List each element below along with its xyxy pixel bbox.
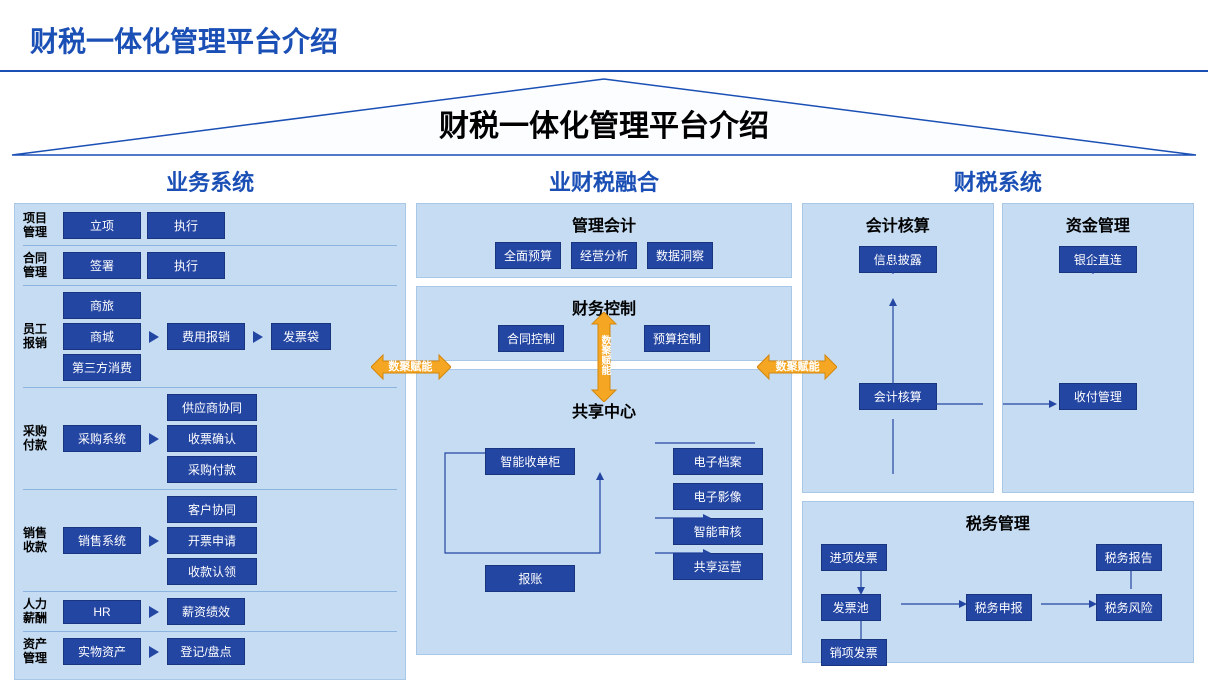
label-expense: 员工报销 xyxy=(23,323,57,349)
panel-sharing-center: 共享中心 智能收单柜 报账 xyxy=(416,369,791,655)
orange-label-left: 数聚赋能 xyxy=(388,358,432,374)
orange-label-right: 数聚赋能 xyxy=(776,358,820,374)
column-business: 业务系统 项目管理 立项 执行 合同管理 签署 执行 员工报销 xyxy=(14,157,406,680)
label-sales: 销售收款 xyxy=(23,527,57,553)
node-hr: HR xyxy=(63,600,141,624)
arrow-icon xyxy=(147,330,161,344)
label-asset: 资产管理 xyxy=(23,638,57,664)
row-purchase: 采购付款 采购系统 供应商协同 收票确认 采购付款 xyxy=(23,394,397,483)
node-zhixing2: 执行 xyxy=(147,252,225,279)
node-kaipiaoshenqing: 开票申请 xyxy=(167,527,257,554)
node-zhinengshoudan: 智能收单柜 xyxy=(485,448,575,475)
node-shuiwubaogao: 税务报告 xyxy=(1096,544,1162,571)
node-yusuankz: 预算控制 xyxy=(644,325,710,352)
node-qianshu: 签署 xyxy=(63,252,141,279)
node-shuiwushenbao: 税务申报 xyxy=(966,594,1032,621)
node-jingyingfx: 经营分析 xyxy=(571,242,637,269)
node-shiwuzichan: 实物资产 xyxy=(63,638,141,665)
orange-label-mid: 数聚赋能 xyxy=(599,335,609,375)
node-yinqizhilian: 银企直连 xyxy=(1059,246,1137,273)
panel-accounting: 会计核算 信息披露 会计核算 xyxy=(802,203,994,493)
roof-title: 财税一体化管理平台介绍 xyxy=(0,101,1208,145)
node-caigouxitong: 采购系统 xyxy=(63,425,141,452)
node-baozhang: 报账 xyxy=(485,565,575,592)
panel-funds: 资金管理 银企直连 收付管理 xyxy=(1002,203,1194,493)
node-dianziyingxiang: 电子影像 xyxy=(673,483,763,510)
col-header-business: 业务系统 xyxy=(14,157,406,203)
node-jinxiangfapiao: 进项发票 xyxy=(821,544,887,571)
node-gongxiangyy: 共享运营 xyxy=(673,553,763,580)
node-shangcheng: 商城 xyxy=(63,323,141,350)
node-xiaoxiangfapiao: 销项发票 xyxy=(821,639,887,666)
row-sales: 销售收款 销售系统 客户协同 开票申请 收款认领 xyxy=(23,496,397,585)
col-header-middle: 业财税融合 xyxy=(416,157,791,203)
row-expense: 员工报销 商旅 商城 第三方消费 费用报销 发票袋 xyxy=(23,292,397,381)
node-kuaijihesuan: 会计核算 xyxy=(859,383,937,410)
roof-container: 财税一体化管理平台介绍 xyxy=(0,72,1208,157)
node-fapiaobag: 发票袋 xyxy=(271,323,331,350)
panel-title-mgmt: 管理会计 xyxy=(425,212,782,236)
title-accounting: 会计核算 xyxy=(811,212,985,236)
arrow-icon xyxy=(147,645,161,659)
col-header-right: 财税系统 xyxy=(802,157,1194,203)
row-contract: 合同管理 签署 执行 xyxy=(23,252,397,279)
node-lixiang: 立项 xyxy=(63,212,141,239)
column-middle: 业财税融合 数聚赋能 数聚赋能 管理会计 全面预算 经营分析 数据洞察 财务控制 xyxy=(416,157,791,680)
row-hr: 人力薪酬 HR 薪资绩效 xyxy=(23,598,397,625)
node-gongyingshang: 供应商协同 xyxy=(167,394,257,421)
node-shujudc: 数据洞察 xyxy=(647,242,713,269)
node-shoukuanrenling: 收款认领 xyxy=(167,558,257,585)
node-dianzidangan: 电子档案 xyxy=(673,448,763,475)
label-project: 项目管理 xyxy=(23,212,57,238)
row-asset: 资产管理 实物资产 登记/盘点 xyxy=(23,638,397,665)
arrow-icon xyxy=(147,605,161,619)
node-zhinengshenhe: 智能审核 xyxy=(673,518,763,545)
node-xinzijx: 薪资绩效 xyxy=(167,598,245,625)
node-shuiwufengxian: 税务风险 xyxy=(1096,594,1162,621)
label-hr: 人力薪酬 xyxy=(23,598,57,624)
node-shanglv: 商旅 xyxy=(63,292,141,319)
node-zhixing: 执行 xyxy=(147,212,225,239)
node-shoufuguanli: 收付管理 xyxy=(1059,383,1137,410)
page-title: 财税一体化管理平台介绍 xyxy=(0,0,1208,72)
node-kehuxietong: 客户协同 xyxy=(167,496,257,523)
title-funds: 资金管理 xyxy=(1011,212,1185,236)
panel-tax: 税务管理 进项发票 发票池 销项发票 税务申报 税务报告 税务风险 xyxy=(802,501,1194,663)
node-thirdparty: 第三方消费 xyxy=(63,354,141,381)
node-shoupiaoqueren: 收票确认 xyxy=(167,425,257,452)
node-fapiaochi: 发票池 xyxy=(821,594,881,621)
business-body: 项目管理 立项 执行 合同管理 签署 执行 员工报销 商旅 xyxy=(14,203,406,680)
node-xinxipilu: 信息披露 xyxy=(859,246,937,273)
label-contract: 合同管理 xyxy=(23,252,57,278)
node-caigoufukuan: 采购付款 xyxy=(167,456,257,483)
node-hetongkz: 合同控制 xyxy=(498,325,564,352)
panel-mgmt-accounting: 管理会计 全面预算 经营分析 数据洞察 xyxy=(416,203,791,278)
arrow-icon xyxy=(147,432,161,446)
title-tax: 税务管理 xyxy=(811,510,1185,534)
arrow-icon xyxy=(251,330,265,344)
node-quanmianys: 全面预算 xyxy=(495,242,561,269)
column-right: 财税系统 会计核算 信息披露 会计核算 资金管理 xyxy=(802,157,1194,680)
label-purchase: 采购付款 xyxy=(23,425,57,451)
row-project: 项目管理 立项 执行 xyxy=(23,212,397,239)
arrow-icon xyxy=(147,534,161,548)
node-dengjipandian: 登记/盘点 xyxy=(167,638,245,665)
node-feiyongbaoxiao: 费用报销 xyxy=(167,323,245,350)
node-xiaoshouxitong: 销售系统 xyxy=(63,527,141,554)
